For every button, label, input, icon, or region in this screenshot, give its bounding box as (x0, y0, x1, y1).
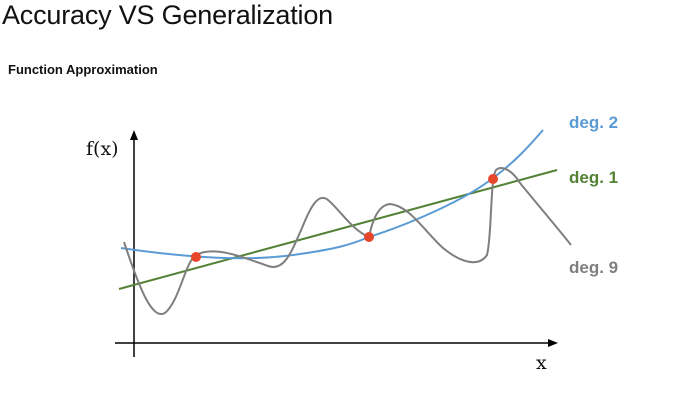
y-axis-arrowhead (130, 130, 138, 140)
legend-label-deg-1: deg. 1 (569, 168, 618, 187)
data-point (488, 174, 498, 184)
slide-title: Accuracy VS Generalization (2, 0, 333, 30)
x-axis-label: x (536, 352, 547, 374)
data-point (364, 232, 374, 242)
slide-subtitle: Function Approximation (8, 62, 158, 77)
data-point (191, 252, 201, 262)
y-axis-label: f(x) (86, 138, 119, 160)
series-line-deg-9 (123, 167, 572, 315)
legend-label-deg-2: deg. 2 (569, 113, 618, 132)
series-line-deg-1 (118, 169, 558, 290)
series-line-deg-2 (120, 129, 544, 260)
x-axis-arrowhead (548, 339, 558, 347)
legend-label-deg-9: deg. 9 (569, 258, 618, 277)
